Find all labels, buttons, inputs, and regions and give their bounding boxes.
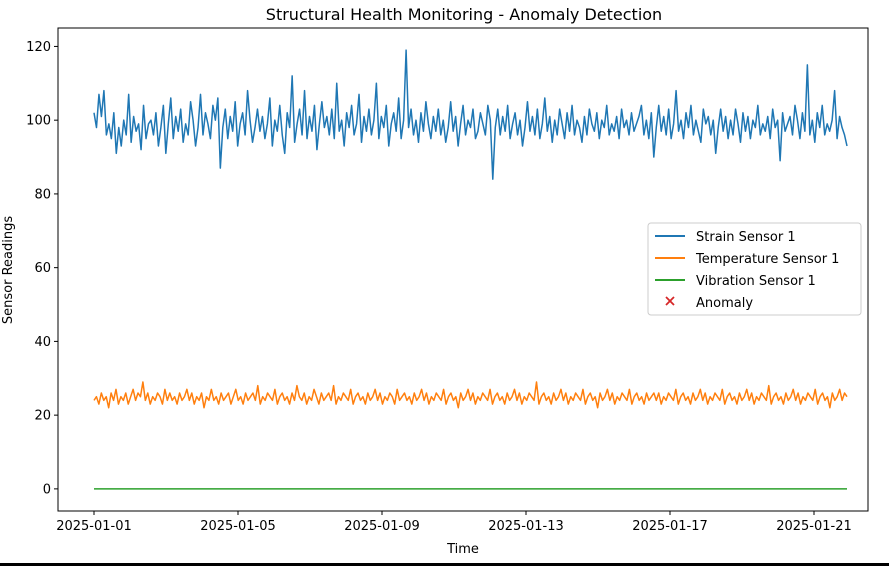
x-tick-label: 2025-01-17 (632, 519, 708, 534)
x-tick-label: 2025-01-01 (56, 519, 132, 534)
x-axis: 2025-01-01 2025-01-05 2025-01-09 2025-01-13… (56, 511, 852, 534)
y-tick-label: 100 (26, 114, 51, 129)
legend-box (647, 222, 862, 316)
x-tick-label: 2025-01-13 (488, 519, 564, 534)
y-tick-label: 80 (34, 187, 51, 202)
y-axis: 0 20 40 60 80 100 120 (26, 40, 58, 497)
chart-title: Structural Health Monitoring - Anomaly D… (266, 5, 662, 24)
legend-swatch-anomaly (665, 296, 675, 306)
legend-label-temperature: Temperature Sensor 1 (695, 252, 839, 267)
x-tick-label: 2025-01-05 (200, 519, 276, 534)
series-layer (93, 49, 848, 490)
series-line-strain-sensor-1 (93, 49, 848, 180)
plot-frame (57, 27, 869, 512)
y-tick-label: 40 (34, 335, 51, 350)
x-tick-label: 2025-01-09 (344, 519, 420, 534)
series-line-temperature-sensor-1 (93, 381, 848, 409)
y-axis-label: Sensor Readings (1, 216, 16, 324)
legend-label-vibration: Vibration Sensor 1 (696, 274, 816, 289)
window-bottom-edge (0, 563, 889, 566)
y-tick-label: 120 (26, 40, 51, 55)
legend-label-strain: Strain Sensor 1 (696, 230, 796, 245)
legend: Strain Sensor 1 Temperature Sensor 1 Vib… (647, 222, 862, 316)
plot-area (57, 27, 869, 512)
x-tick-label: 2025-01-21 (776, 519, 852, 534)
legend-label-anomaly: Anomaly (696, 296, 753, 311)
y-tick-label: 0 (43, 482, 51, 497)
y-tick-label: 20 (34, 409, 51, 424)
y-tick-label: 60 (34, 261, 51, 276)
x-axis-label: Time (446, 542, 479, 557)
